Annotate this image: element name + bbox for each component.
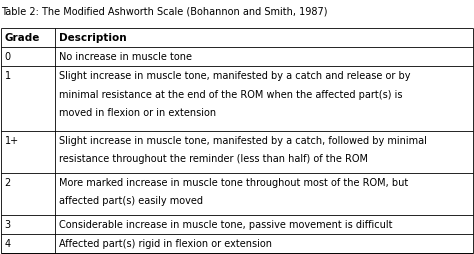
Text: More marked increase in muscle tone throughout most of the ROM, but: More marked increase in muscle tone thro…: [59, 177, 408, 187]
Text: moved in flexion or in extension: moved in flexion or in extension: [59, 108, 216, 118]
Text: resistance throughout the reminder (less than half) of the ROM: resistance throughout the reminder (less…: [59, 154, 368, 164]
Text: minimal resistance at the end of the ROM when the affected part(s) is: minimal resistance at the end of the ROM…: [59, 89, 402, 99]
Text: affected part(s) easily moved: affected part(s) easily moved: [59, 196, 203, 205]
Text: Table 2: The Modified Ashworth Scale (Bohannon and Smith, 1987): Table 2: The Modified Ashworth Scale (Bo…: [1, 6, 328, 16]
Text: Grade: Grade: [5, 33, 40, 43]
Text: 4: 4: [5, 237, 11, 248]
Text: 1: 1: [5, 71, 11, 81]
Text: 0: 0: [5, 52, 11, 62]
Text: Affected part(s) rigid in flexion or extension: Affected part(s) rigid in flexion or ext…: [59, 237, 272, 248]
Text: Considerable increase in muscle tone, passive movement is difficult: Considerable increase in muscle tone, pa…: [59, 219, 392, 229]
Text: 3: 3: [5, 219, 11, 229]
Text: 2: 2: [5, 177, 11, 187]
Text: Slight increase in muscle tone, manifested by a catch, followed by minimal: Slight increase in muscle tone, manifest…: [59, 135, 427, 145]
Text: 1+: 1+: [5, 135, 19, 145]
Text: Slight increase in muscle tone, manifested by a catch and release or by: Slight increase in muscle tone, manifest…: [59, 71, 410, 81]
Text: No increase in muscle tone: No increase in muscle tone: [59, 52, 192, 62]
Text: Description: Description: [59, 33, 127, 43]
